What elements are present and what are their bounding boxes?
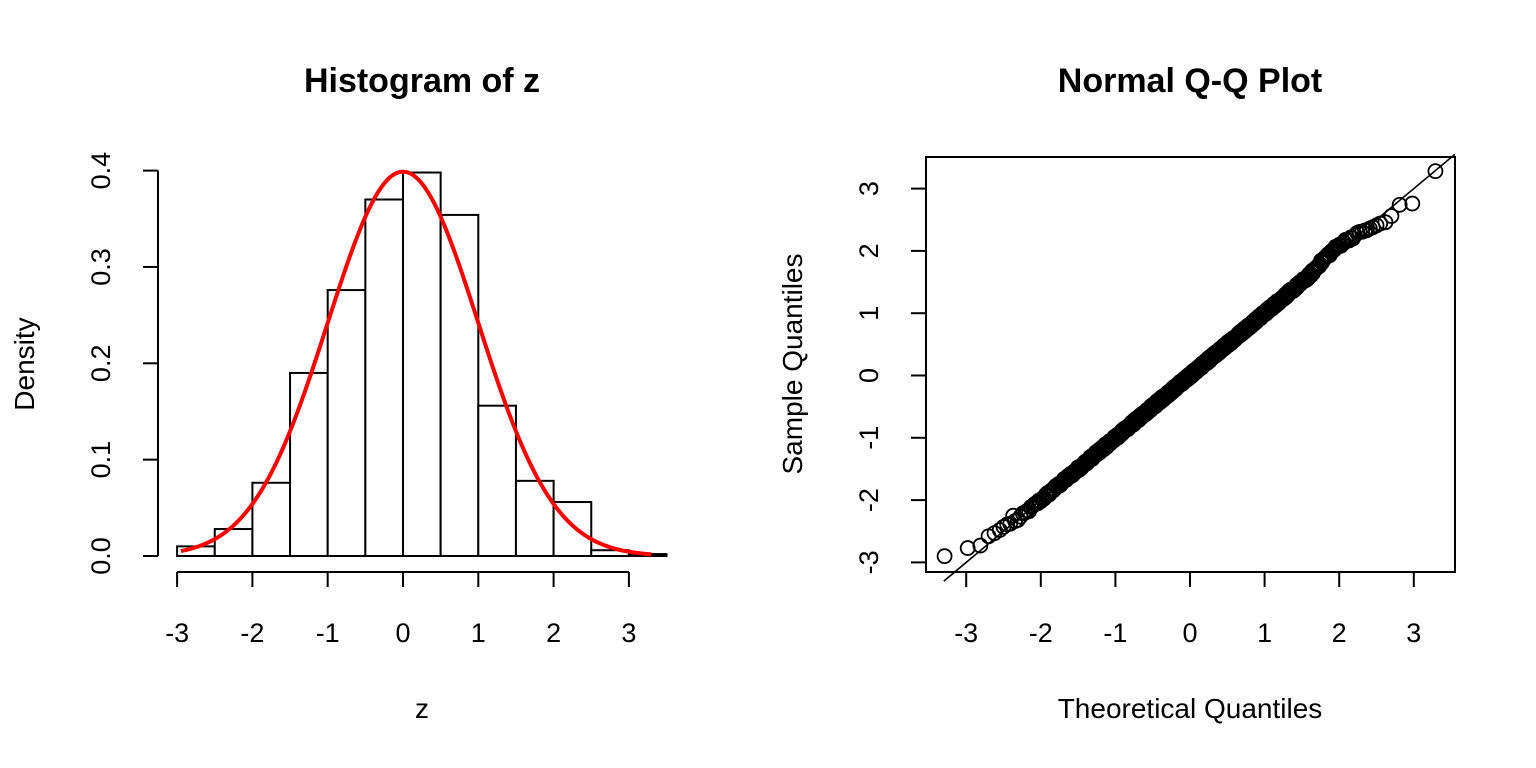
qq-y-tick-label: 1 — [854, 306, 884, 321]
qq-x-tick-label: 0 — [1182, 618, 1197, 648]
qq-y-tick-label: -1 — [854, 426, 884, 450]
histogram-y-axis: 0.0 0.1 0.2 0.3 0.4 — [86, 152, 159, 575]
qq-point — [972, 537, 989, 554]
histogram-panel: Histogram of z z Density -3 -2 -1 0 1 2 3 0.00… — [9, 62, 668, 724]
histogram-bar-4 — [326, 289, 367, 557]
qq-point — [1391, 196, 1408, 213]
qq-x-axis-title: Theoretical Quantiles — [1058, 693, 1323, 724]
qq-point — [936, 548, 953, 565]
histogram-y-axis-title: Density — [9, 317, 40, 410]
qq-y-tick-label: -2 — [854, 488, 884, 512]
histogram-bars — [176, 171, 668, 558]
qq-point — [959, 540, 976, 556]
histogram-y-tick-label: 0.4 — [86, 152, 116, 190]
histogram-bar-5 — [364, 198, 405, 557]
histogram-x-tick-label: -2 — [240, 618, 264, 648]
qq-x-tick-label: -1 — [1103, 618, 1127, 648]
histogram-y-tick-label: 0.1 — [86, 441, 116, 479]
qq-x-tick-label: 2 — [1332, 618, 1347, 648]
histogram-x-tick-label: 0 — [395, 618, 410, 648]
qq-point — [1383, 208, 1400, 224]
normal-density-curve — [180, 169, 652, 557]
qq-x-axis: -3 -2 -1 0 1 2 3 — [954, 571, 1421, 648]
qq-panel: Normal Q-Q Plot Theoretical Quantiles Sa… — [777, 62, 1456, 724]
qq-y-tick-label: 2 — [854, 243, 884, 258]
histogram-y-tick-label: 0.3 — [86, 248, 116, 286]
histogram-x-tick-label: -1 — [316, 618, 340, 648]
qq-y-axis: -3 -2 -1 0 1 2 3 — [854, 181, 927, 574]
qq-points — [936, 163, 1444, 565]
qq-x-tick-label: -3 — [954, 618, 978, 648]
histogram-x-axis: -3 -2 -1 0 1 2 3 — [165, 571, 636, 648]
qq-point — [1427, 163, 1444, 180]
histogram-y-tick-label: 0.0 — [86, 537, 116, 575]
qq-x-tick-label: 1 — [1257, 618, 1272, 648]
histogram-bar-1 — [213, 528, 254, 557]
histogram-title: Histogram of z — [304, 62, 540, 100]
histogram-bar-7 — [439, 213, 480, 558]
qq-y-tick-label: 3 — [854, 181, 884, 196]
qq-y-tick-label: 0 — [854, 368, 884, 383]
qq-x-tick-label: -2 — [1029, 618, 1053, 648]
qq-point — [1404, 195, 1421, 212]
qq-y-axis-title: Sample Quantiles — [777, 253, 808, 474]
qq-x-tick-label: 3 — [1406, 618, 1421, 648]
histogram-bar-3 — [289, 371, 329, 557]
histogram-y-tick-label: 0.2 — [86, 345, 116, 383]
qq-y-tick-label: -3 — [854, 550, 884, 574]
histogram-x-tick-label: 3 — [621, 618, 636, 648]
qq-title: Normal Q-Q Plot — [1058, 62, 1322, 100]
histogram-x-axis-title: z — [415, 693, 429, 724]
qq-point — [1005, 507, 1022, 524]
histogram-x-tick-label: 1 — [471, 618, 486, 648]
histogram-bar-6 — [402, 171, 442, 557]
histogram-bar-8 — [477, 404, 517, 557]
qq-point — [1002, 515, 1019, 532]
histogram-x-tick-label: 2 — [546, 618, 561, 648]
histogram-x-tick-label: -3 — [165, 618, 189, 648]
